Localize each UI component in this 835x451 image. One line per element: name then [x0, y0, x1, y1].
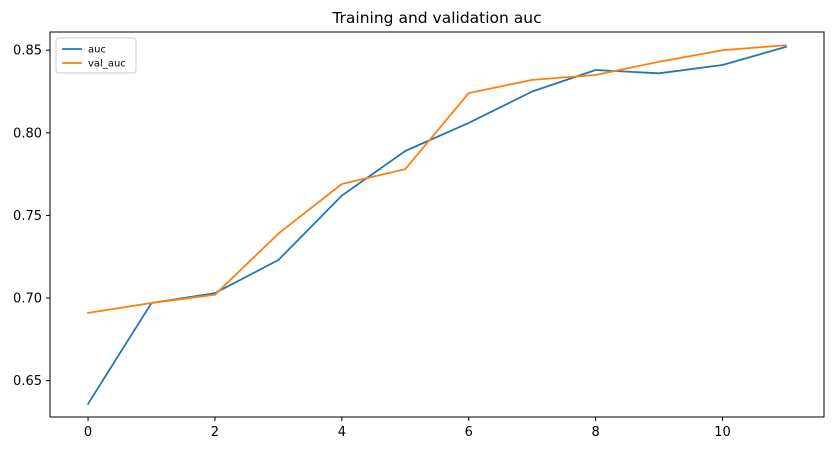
- x-tick-label: 6: [465, 425, 473, 440]
- series-line-auc: [86, 45, 788, 406]
- y-tick-label: 0.65: [13, 374, 42, 389]
- y-tick-label: 0.75: [13, 209, 42, 224]
- axes-frame: [49, 31, 825, 418]
- chart-title: Training and validation auc: [331, 9, 541, 27]
- legend-label-auc: auc: [88, 45, 106, 56]
- x-tick-label: 2: [211, 425, 219, 440]
- plot-area: [86, 44, 788, 406]
- y-tick-label: 0.85: [13, 44, 42, 59]
- legend: auc val_auc: [55, 37, 137, 74]
- x-tick-label: 4: [338, 425, 346, 440]
- legend-label-val_auc: val_auc: [88, 59, 126, 70]
- axes: 0 2 4 6 8 10 0.65 0.70 0.75 0.80 0.85: [13, 31, 825, 440]
- legend-box: [55, 37, 137, 74]
- series-line-val_auc: [87, 44, 787, 314]
- x-tick-label: 0: [84, 425, 92, 440]
- x-tick-label: 10: [714, 425, 731, 440]
- x-tick-label: 8: [591, 425, 599, 440]
- y-tick-label: 0.70: [13, 292, 42, 307]
- y-tick-label: 0.80: [13, 126, 42, 141]
